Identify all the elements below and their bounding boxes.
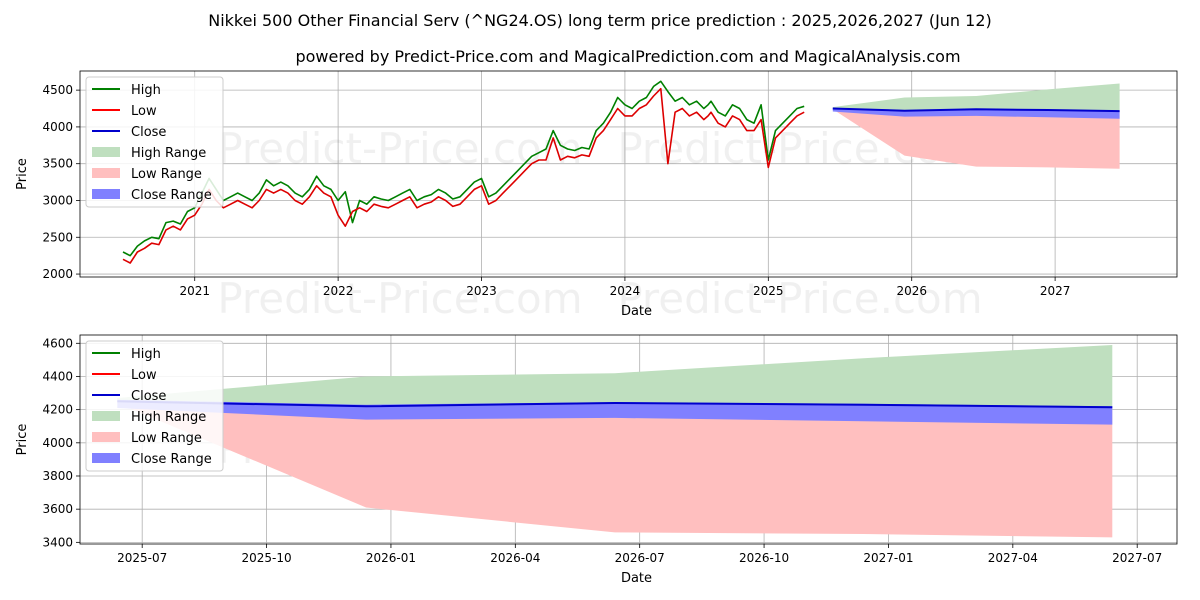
legend-low-range-label: Low Range — [131, 167, 202, 182]
y-tick-label: 4200 — [42, 403, 73, 417]
legend-close-label: Close — [131, 389, 166, 404]
watermark-text: Predict-Price.com — [217, 124, 582, 173]
y-tick-label: 4000 — [42, 120, 73, 134]
x-axis-label: Date — [621, 304, 652, 319]
y-tick-label: 4500 — [42, 83, 73, 97]
legend-close-range-label: Close Range — [131, 188, 212, 203]
legend-low-label: Low — [131, 104, 157, 119]
x-tick-label: 2026-10 — [739, 551, 789, 565]
low-range-band — [832, 108, 1120, 169]
x-tick-label: 2026-04 — [490, 551, 540, 565]
legend-high-range-swatch — [92, 411, 120, 421]
y-tick-label: 2000 — [42, 267, 73, 281]
y-tick-label: 3500 — [42, 157, 73, 171]
high-series-line — [122, 80, 805, 257]
legend: High Low Close High Range Low Range Close Ran… — [85, 76, 224, 208]
legend-box — [85, 76, 224, 208]
x-tick-label: 2026 — [896, 284, 927, 298]
y-tick-label: 2500 — [42, 230, 73, 244]
low-series-line — [122, 87, 805, 264]
low-range-band — [117, 401, 1113, 538]
legend-low-label: Low — [131, 368, 157, 383]
legend-high-label: High — [131, 347, 161, 362]
x-tick-label: 2026-07 — [615, 551, 665, 565]
legend: High Low Close High Range Low Range Close Ran… — [85, 340, 224, 472]
y-tick-label: 3800 — [42, 469, 73, 483]
chart-subtitle: powered by Predict-Price.com and Magical… — [295, 47, 960, 66]
x-tick-label: 2022 — [323, 284, 354, 298]
x-tick-label: 2027-04 — [988, 551, 1038, 565]
y-axis-label: Price — [15, 424, 30, 456]
chart-title: Nikkei 500 Other Financial Serv (^NG24.O… — [208, 11, 992, 30]
x-tick-label: 2024 — [610, 284, 641, 298]
legend-close-label: Close — [131, 125, 166, 140]
x-axis-label: Date — [621, 571, 652, 586]
high-range-band — [832, 83, 1120, 112]
legend-close-range-label: Close Range — [131, 452, 212, 467]
y-tick-label: 4600 — [42, 336, 73, 350]
y-tick-label: 3400 — [42, 535, 73, 549]
plot-frame — [79, 334, 1178, 545]
x-tick-label: 2027-07 — [1112, 551, 1162, 565]
legend-box — [85, 340, 224, 472]
y-tick-label: 4400 — [42, 369, 73, 383]
legend-high-range-label: High Range — [131, 410, 206, 425]
legend-high-range-label: High Range — [131, 146, 206, 161]
legend-close-range-swatch — [92, 189, 120, 199]
x-tick-label: 2026-01 — [366, 551, 416, 565]
forecast-panel: Predict-Price.comPredict-Price.com2025-0… — [15, 334, 1178, 586]
x-tick-label: 2027 — [1040, 284, 1071, 298]
y-axis-label: Price — [15, 158, 30, 190]
watermark-text: Predict-Price.com — [617, 274, 982, 323]
x-tick-label: 2025 — [753, 284, 784, 298]
y-tick-label: 4000 — [42, 436, 73, 450]
close-prediction-line — [832, 107, 1120, 113]
high-range-band — [117, 345, 1113, 408]
legend-high-label: High — [131, 83, 161, 98]
plot-area — [117, 345, 1113, 538]
plot-area — [122, 80, 1120, 264]
legend-low-range-swatch — [92, 168, 120, 178]
x-tick-label: 2025-10 — [241, 551, 291, 565]
legend-close-range-swatch — [92, 453, 120, 463]
y-tick-label: 3600 — [42, 502, 73, 516]
plot-frame — [79, 70, 1178, 278]
close-prediction-line — [117, 400, 1113, 409]
watermark-text: Predict-Price.com — [217, 274, 582, 323]
x-tick-label: 2027-01 — [863, 551, 913, 565]
legend-high-range-swatch — [92, 147, 120, 157]
legend-low-range-swatch — [92, 432, 120, 442]
x-tick-label: 2021 — [179, 284, 210, 298]
x-tick-label: 2023 — [466, 284, 497, 298]
history-panel: Predict-Price.com Predict-Price.com Predic… — [15, 70, 1178, 323]
y-tick-label: 3000 — [42, 193, 73, 207]
x-tick-label: 2025-07 — [117, 551, 167, 565]
legend-low-range-label: Low Range — [131, 431, 202, 446]
